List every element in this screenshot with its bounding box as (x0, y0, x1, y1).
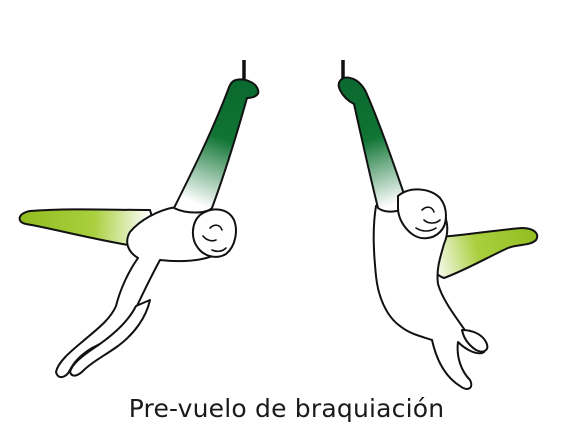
left-gibbon (18, 60, 260, 378)
figure-caption: Pre-vuelo de braquiación (128, 394, 445, 423)
right-gibbon-extended-arm (426, 227, 539, 279)
left-gibbon-face (202, 224, 227, 253)
right-gibbon-face (415, 206, 441, 232)
right-gibbon (337, 60, 539, 390)
right-gibbon-body (372, 197, 485, 390)
left-gibbon-back-leg (69, 299, 151, 377)
right-gibbon-head (397, 188, 447, 240)
left-gibbon-head (192, 208, 237, 258)
left-gibbon-hanging-arm (173, 78, 260, 214)
right-gibbon-hanging-arm (337, 76, 409, 213)
right-gibbon-foot (461, 329, 489, 353)
